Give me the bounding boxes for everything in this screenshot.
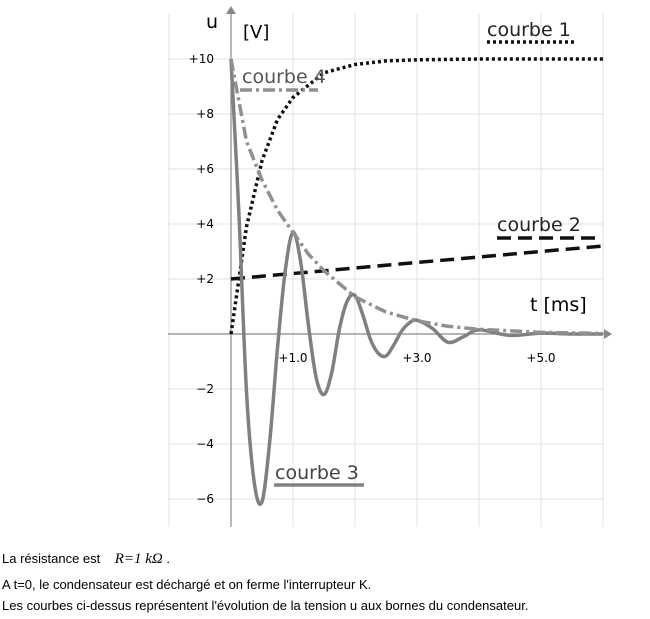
tick-labels: +10 +8 +6 +4 +2 −2 −4 −6 +1.0 +3.0 +5.0 [189,52,556,506]
y-axis-unit: [V] [243,22,269,43]
y-tick-label: +4 [196,217,214,231]
x-axis-arrow [604,329,612,339]
legend-label-courbe-3: courbe 3 [275,462,359,484]
caption-line-2: A t=0, le condensateur est déchargé et o… [2,577,372,592]
caption-line-3: Les courbes ci-dessus représentent l'évo… [2,598,529,613]
legend-courbe-4: courbe 4 [240,66,326,92]
y-tick-label: +8 [196,107,214,121]
resistance-formula: R=1 kΩ [114,551,163,567]
caption-line-1: La résistance est R=1 kΩ . [2,550,170,568]
series-lines [229,57,604,506]
y-tick-label: −4 [196,437,214,451]
y-tick-label: −2 [196,382,214,396]
y-axis-arrow [226,6,236,14]
legend-label-courbe-1: courbe 1 [487,19,571,41]
x-axis-label: t [ms] [530,294,587,316]
legend-courbe-2: courbe 2 [497,214,595,240]
caption-line-1-end: . [162,551,171,566]
x-tick-label: +1.0 [278,351,307,365]
y-axis-label: u [206,11,218,33]
x-tick-label: +3.0 [402,351,431,365]
x-tick-label: +5.0 [526,351,555,365]
y-tick-label: +10 [189,52,214,66]
y-tick-label: +6 [196,162,214,176]
legend-courbe-1: courbe 1 [487,19,574,44]
legend-label-courbe-2: courbe 2 [497,214,581,236]
legend-courbe-3: courbe 3 [274,462,364,487]
caption-resistance-text: La résistance est [2,551,101,566]
y-tick-label: −6 [196,492,214,506]
chart: +10 +8 +6 +4 +2 −2 −4 −6 +1.0 +3.0 +5.0 u [V] t [m… [168,6,612,527]
series-line-courbe-3 [229,58,604,506]
series-line-courbe-4 [229,58,604,336]
legend-label-courbe-4: courbe 4 [242,66,326,88]
y-tick-label: +2 [196,272,214,286]
